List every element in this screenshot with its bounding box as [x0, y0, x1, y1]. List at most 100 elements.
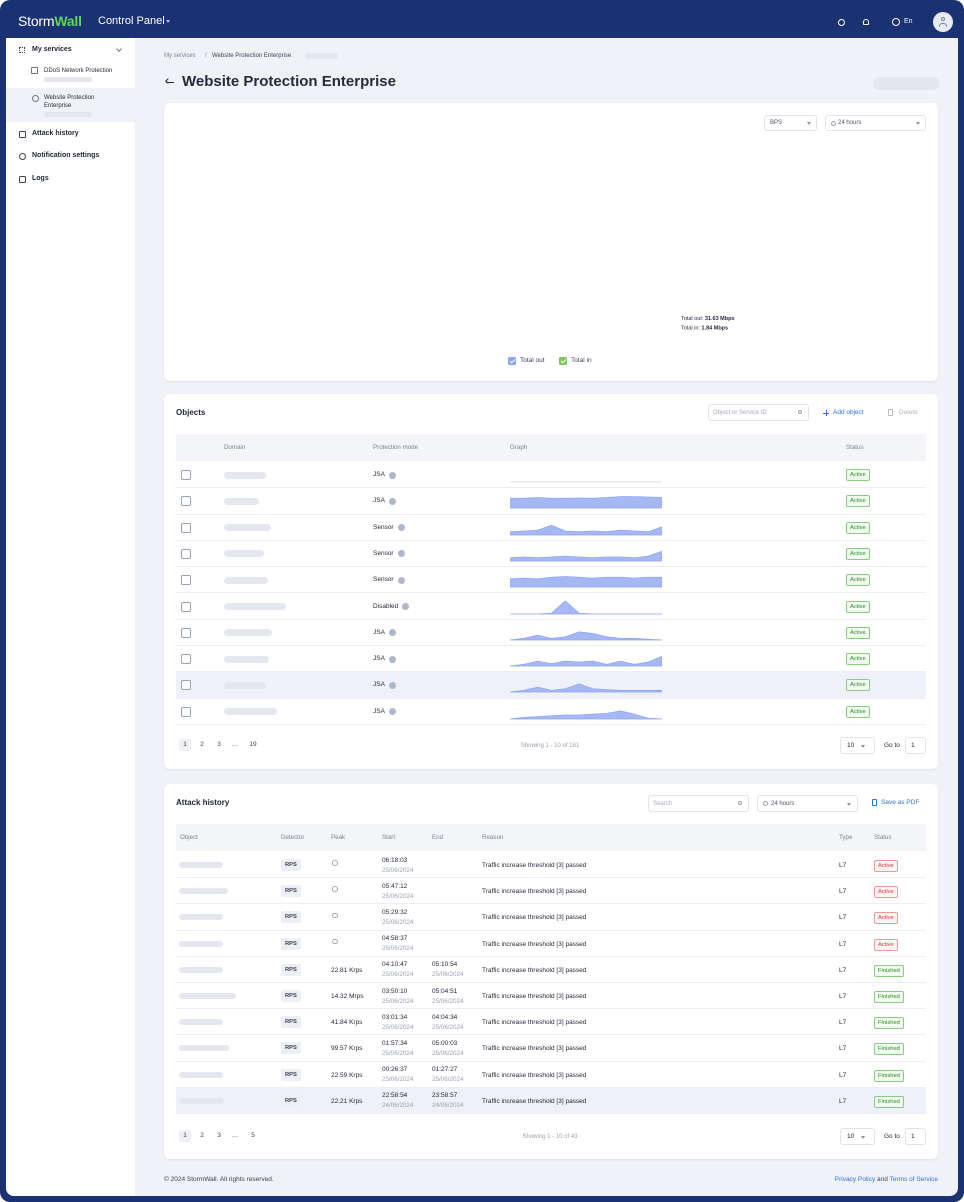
period-select[interactable]	[757, 795, 858, 812]
row-checkbox[interactable]	[181, 654, 191, 665]
row-checkbox[interactable]	[181, 496, 191, 507]
goto-input[interactable]	[905, 737, 926, 754]
start-date: 25/06/2024	[382, 918, 414, 926]
attack-type: L7	[839, 993, 847, 1000]
copyright: © 2024 StormWall. All rights reserved.	[164, 1176, 274, 1183]
avatar-head	[940, 16, 946, 22]
start-date: 25/06/2024	[382, 997, 414, 1005]
metric-select[interactable]	[764, 115, 817, 131]
row-checkbox[interactable]	[181, 627, 191, 638]
search-input[interactable]	[708, 404, 809, 421]
caret	[847, 803, 851, 806]
sparkline-area	[510, 550, 662, 562]
info-icon	[388, 497, 396, 505]
attack-type: L7	[839, 888, 847, 896]
protection-mode: JSA	[373, 681, 385, 689]
page-button[interactable]	[179, 1130, 191, 1142]
peak-pending-icon	[332, 886, 338, 892]
status-badge: Finished	[874, 964, 904, 977]
service-link[interactable]: DDoS Network Protection	[44, 68, 113, 74]
blurred-placeholder	[44, 112, 92, 117]
breadcrumb-current: Website Protection Enterprise	[212, 53, 292, 59]
peak-pending-icon	[332, 912, 338, 919]
status-badge: Active	[846, 679, 870, 692]
footer-link[interactable]: Privacy Policy	[834, 1176, 876, 1183]
row-checkbox[interactable]	[181, 522, 191, 533]
info-icon	[388, 655, 396, 663]
start-date: 25/06/2024	[382, 945, 414, 953]
menu-item[interactable]: Logs	[32, 175, 49, 182]
page-size-select[interactable]	[840, 737, 875, 754]
detector-badge: RPS	[281, 859, 301, 871]
legend-checkbox[interactable]	[508, 357, 516, 365]
row-checkbox[interactable]	[181, 470, 191, 480]
period-select[interactable]	[825, 115, 926, 131]
page-button[interactable]	[179, 739, 191, 751]
sidebar-group[interactable]: My services	[32, 46, 72, 53]
table-row	[176, 488, 926, 515]
goto-input[interactable]	[905, 1128, 926, 1145]
status-badge: Active	[846, 626, 870, 639]
delete-icon	[888, 409, 893, 416]
row-checkbox[interactable]	[181, 601, 191, 612]
service-link[interactable]: Website Protection Enterprise	[44, 95, 95, 109]
start-time: 06:18:03	[382, 856, 408, 864]
end-time: 05:04:51	[432, 987, 458, 995]
goto-value: 1	[911, 1133, 915, 1140]
page-size-select[interactable]	[840, 1128, 875, 1145]
blurred-placeholder	[179, 1045, 229, 1052]
attack-type: L7	[839, 966, 847, 974]
table-row	[176, 904, 926, 931]
search-input[interactable]	[648, 795, 749, 812]
protection-mode: JSA	[373, 471, 385, 478]
language[interactable]: En	[904, 18, 913, 25]
legend-label[interactable]: Total out	[520, 357, 545, 364]
reason: Traffic increase threshold [3] passed	[482, 940, 587, 948]
protection-mode: Sensor	[373, 549, 394, 557]
footer-link[interactable]: Terms of Service	[889, 1176, 938, 1183]
delete-button[interactable]: Delete	[899, 409, 918, 416]
status-badge: Finished	[874, 1017, 904, 1030]
menu-item[interactable]: Attack history	[32, 130, 79, 137]
table-row	[176, 1009, 926, 1036]
status-badge: Active	[846, 653, 870, 666]
status-badge: Active	[846, 574, 870, 587]
status-badge: Active	[846, 600, 870, 613]
blurred-placeholder	[305, 53, 338, 59]
peak: 14.32 Mrps	[331, 993, 364, 1000]
back-arrow	[166, 81, 174, 83]
blurred-placeholder	[224, 550, 264, 558]
save-pdf-button[interactable]: Save as PDF	[881, 799, 920, 806]
column-header: Peak	[331, 834, 346, 841]
row-checkbox[interactable]	[181, 706, 191, 717]
breadcrumb-link[interactable]: My services	[164, 53, 196, 59]
legend-checkbox[interactable]	[559, 357, 567, 365]
column-header: Protection mode	[373, 444, 419, 451]
app-name[interactable]: Control Panel	[98, 15, 165, 27]
goto-label: Go to	[884, 1133, 900, 1140]
row-checkbox[interactable]	[181, 680, 191, 691]
sparkline-area	[510, 683, 662, 693]
start-time: 04:10:47	[382, 961, 408, 969]
status-badge: Active	[846, 495, 870, 508]
peak-pending-icon	[332, 860, 338, 866]
end-date: 25/06/2024	[432, 1023, 464, 1031]
start-date: 24/06/2024	[382, 1102, 414, 1110]
row-checkbox[interactable]	[181, 548, 191, 559]
legend-label[interactable]: Total in	[571, 357, 592, 364]
table-row	[176, 878, 926, 905]
table-row	[176, 1062, 926, 1088]
end-date: 25/06/2024	[432, 1049, 464, 1057]
add-object-button[interactable]: Add object	[833, 409, 864, 416]
menu-item[interactable]: Notification settings	[32, 152, 100, 159]
start-date: 25/06/2024	[382, 866, 414, 874]
row-checkbox[interactable]	[181, 575, 191, 586]
tooltip-row: Total out: 31.63 Mbps	[681, 316, 735, 322]
blurred-placeholder	[179, 914, 223, 921]
sparkline-area	[510, 524, 662, 535]
caret	[166, 20, 170, 23]
end-date: 25/06/2024	[432, 971, 464, 979]
add-icon-v	[825, 410, 827, 416]
detector-badge: RPS	[281, 937, 301, 950]
sparkline-area	[510, 600, 662, 614]
